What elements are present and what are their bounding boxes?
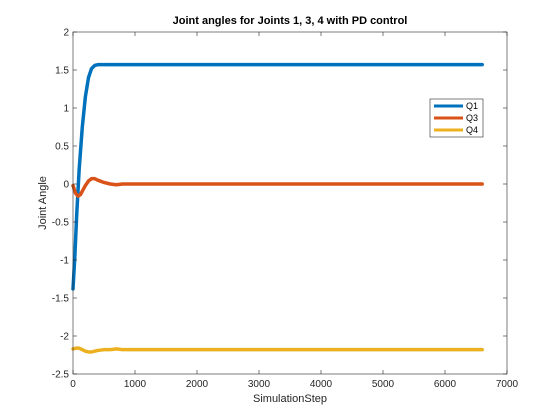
y-tick-label: -2.5 <box>52 370 70 381</box>
x-tick-label: 1000 <box>124 379 147 390</box>
chart-title: Joint angles for Joints 1, 3, 4 with PD … <box>173 15 408 27</box>
x-tick-label: 6000 <box>434 379 457 390</box>
y-axis-label: Joint Angle <box>37 176 49 230</box>
x-axis-label: SimulationStep <box>253 393 327 405</box>
y-tick-label: -1 <box>60 256 69 267</box>
y-tick-label: 2 <box>63 28 69 39</box>
series-line-q1 <box>71 62 484 291</box>
y-tick-label: 0.5 <box>55 142 69 153</box>
series-lines <box>71 62 484 354</box>
x-tick-label: 2000 <box>186 379 209 390</box>
y-tick-label: 1 <box>63 104 69 115</box>
x-tick-label: 4000 <box>310 379 333 390</box>
series-line-q3 <box>71 176 484 198</box>
axes-box <box>72 31 508 375</box>
legend-label-q3: Q3 <box>466 113 478 123</box>
y-tick-label: -2 <box>60 332 69 343</box>
plot-area <box>73 32 507 374</box>
y-tick-label: -1.5 <box>52 294 70 305</box>
x-tick-label: 3000 <box>248 379 271 390</box>
legend-label-q1: Q1 <box>466 101 478 111</box>
x-tick-label: 5000 <box>372 379 395 390</box>
x-tick-label: 7000 <box>496 379 519 390</box>
y-tick-label: 1.5 <box>55 66 69 77</box>
series-line-q4 <box>71 346 484 354</box>
legend-label-q4: Q4 <box>466 125 478 135</box>
y-tick-label: -0.5 <box>52 218 70 229</box>
legend: Q1 Q3 Q4 <box>429 98 484 138</box>
x-tick-label: 0 <box>70 379 76 390</box>
tick-labels: 0 1000 2000 3000 4000 5000 6000 7000 -2.5 -2 -1.5 -… <box>52 28 519 391</box>
axes <box>72 31 508 375</box>
y-tick-label: 0 <box>63 180 69 191</box>
